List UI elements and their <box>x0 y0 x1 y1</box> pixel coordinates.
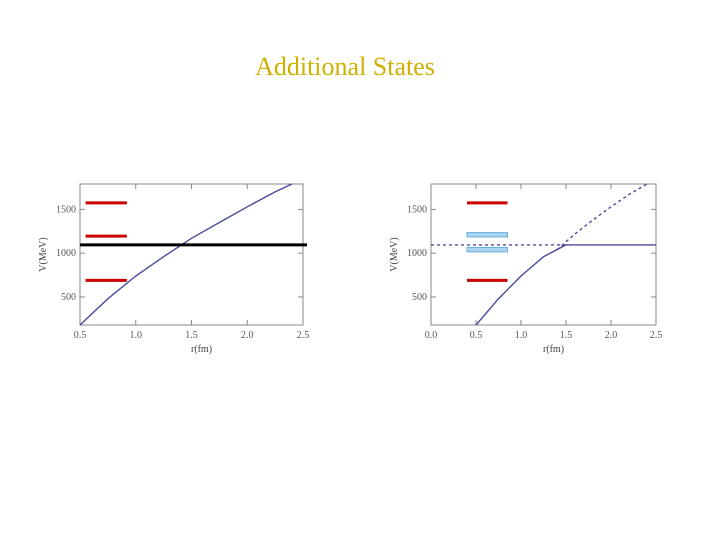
y-tick-label: 1500 <box>407 204 427 215</box>
y-tick-label: 1000 <box>56 248 76 259</box>
x-tick-label: 0.0 <box>425 330 438 341</box>
x-tick-label: 1.0 <box>130 330 143 341</box>
x-tick-label: 0.5 <box>74 330 87 341</box>
x-tick-label: 0.5 <box>470 330 483 341</box>
x-tick-label: 1.5 <box>560 330 573 341</box>
x-tick-label: 2.5 <box>297 330 310 341</box>
x-tick-label: 2.0 <box>241 330 254 341</box>
x-tick-label: 1.0 <box>515 330 528 341</box>
plot-frame <box>430 183 657 326</box>
x-axis-label: r(fm) <box>191 344 212 355</box>
x-tick-label: 1.5 <box>185 330 198 341</box>
x-tick-label: 2.0 <box>605 330 618 341</box>
slide-title: Additional States <box>255 52 435 81</box>
y-tick-label: 1500 <box>56 204 76 215</box>
x-axis-label: r(fm) <box>543 344 564 355</box>
potential-curve <box>475 244 567 326</box>
y-axis-label: V(MeV) <box>38 237 49 271</box>
y-axis-label: V(MeV) <box>389 237 400 271</box>
y-tick-label: 500 <box>61 292 76 303</box>
y-tick-label: 500 <box>412 292 427 303</box>
potential-curve-dashed <box>556 183 648 251</box>
state-band <box>466 232 508 238</box>
y-tick-label: 1000 <box>407 248 427 259</box>
potential-curve <box>79 183 293 326</box>
state-band <box>466 246 508 253</box>
x-tick-label: 2.5 <box>650 330 663 341</box>
